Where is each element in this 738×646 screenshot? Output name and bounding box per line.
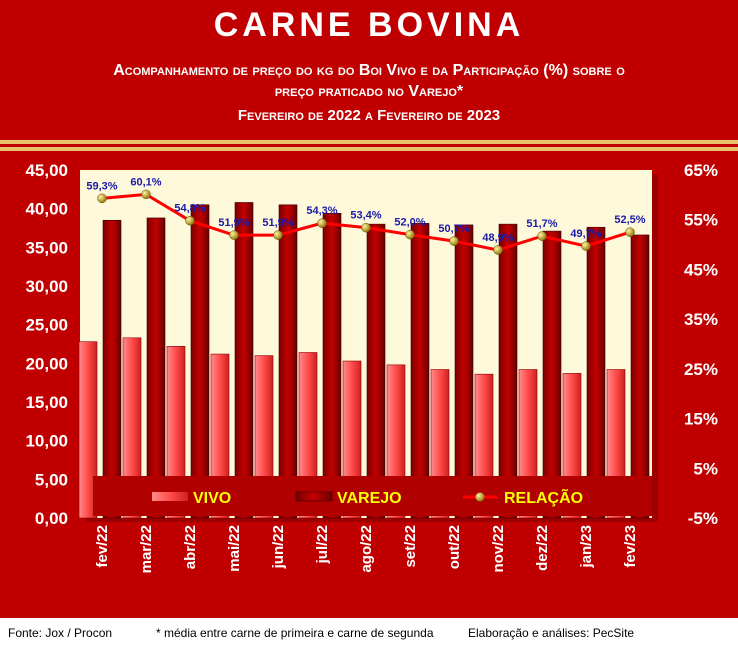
label-relacao-abr/22: 54,8% — [174, 203, 205, 215]
footer-note: * média entre carne de primeira e carne … — [156, 626, 434, 640]
marker-relacao-out/22 — [449, 236, 459, 246]
bar-varejo-mar/22 — [146, 217, 166, 519]
y-left-tick-1: 5,00 — [35, 470, 68, 489]
period-label: Fevereiro de 2022 a Fevereiro de 2023 — [237, 107, 501, 124]
x-tick-set/22: set/22 — [402, 525, 419, 568]
y-left-tick-7: 35,00 — [25, 238, 68, 257]
x-tick-dez/22: dez/22 — [534, 525, 551, 571]
footer-source: Fonte: Jox / Procon — [8, 626, 113, 640]
y-right-tick-7: 65% — [684, 161, 718, 180]
bar-varejo-jun/22 — [278, 204, 298, 519]
y-left-tick-5: 25,00 — [25, 316, 68, 335]
subtitle-line-1: Acompanhamento de preço do kg do Boi Viv… — [113, 62, 625, 79]
legend-label-vivo: VIVO — [193, 490, 231, 507]
y-right-tick-4: 35% — [684, 310, 718, 329]
x-tick-jan/23: jan/23 — [578, 525, 595, 569]
bar-varejo-mai/22 — [234, 202, 254, 519]
legend-label-relação: RELAÇÃO — [504, 487, 583, 507]
y-right-tick-5: 45% — [684, 260, 718, 279]
y-left-tick-9: 45,00 — [25, 161, 68, 180]
label-relacao-out/22: 50,7% — [438, 223, 469, 235]
y-left-tick-0: 0,00 — [35, 509, 68, 528]
label-relacao-dez/22: 51,7% — [526, 218, 557, 230]
x-tick-ago/22: ago/22 — [358, 525, 375, 573]
marker-relacao-abr/22 — [185, 215, 195, 226]
bar-varejo-fev/23 — [630, 234, 650, 519]
marker-relacao-nov/22 — [493, 245, 503, 255]
legend-label-varejo: VAREJO — [337, 490, 402, 507]
x-tick-out/22: out/22 — [446, 525, 463, 569]
y-left-tick-3: 15,00 — [25, 393, 68, 412]
label-relacao-mar/22: 60,1% — [130, 176, 161, 188]
x-tick-jul/22: jul/22 — [314, 525, 331, 564]
divider-band-bottom — [0, 147, 738, 151]
label-relacao-jan/23: 49,7% — [570, 228, 601, 240]
y-right-tick-6: 55% — [684, 211, 718, 230]
label-relacao-mai/22: 51,9% — [218, 217, 249, 229]
marker-relacao-fev/23 — [625, 227, 635, 237]
bar-varejo-jul/22 — [322, 213, 342, 519]
marker-relacao-mai/22 — [229, 230, 239, 240]
legend-swatch-varejo — [295, 491, 333, 502]
footer-credit: Elaboração e análises: PecSite — [468, 626, 635, 640]
marker-relacao-jul/22 — [317, 218, 327, 228]
x-tick-nov/22: nov/22 — [490, 525, 507, 573]
x-tick-mar/22: mar/22 — [138, 525, 155, 573]
page-subtitle: Acompanhamento de preço do kg do Boi Viv… — [20, 60, 718, 102]
footer: Fonte: Jox / Procon * média entre carne … — [0, 618, 738, 646]
label-relacao-nov/22: 48,9% — [482, 232, 513, 244]
label-relacao-fev/23: 52,5% — [614, 214, 645, 226]
marker-relacao-jan/23 — [581, 241, 591, 251]
bar-varejo-jan/23 — [586, 226, 606, 519]
x-tick-fev/23: fev/23 — [622, 525, 639, 568]
label-relacao-fev/22: 59,3% — [86, 180, 117, 192]
chart-area: 59,3% 60,1% 54,8% 51,9% 51,9% 54,3% 53,4% 52,0%… — [25, 161, 718, 573]
label-relacao-jul/22: 54,3% — [306, 205, 337, 217]
bar-varejo-abr/22 — [190, 204, 210, 519]
x-tick-fev/22: fev/22 — [94, 525, 111, 568]
bar-vivo-fev/22 — [78, 341, 98, 519]
x-tick-abr/22: abr/22 — [182, 525, 199, 569]
y-left-tick-8: 40,00 — [25, 200, 68, 219]
bar-varejo-ago/22 — [366, 223, 386, 519]
label-relacao-set/22: 52,0% — [394, 217, 425, 229]
marker-relacao-dez/22 — [537, 231, 547, 241]
bar-varejo-dez/22 — [542, 230, 562, 519]
x-tick-jun/22: jun/22 — [270, 525, 287, 569]
bar-varejo-set/22 — [410, 223, 430, 519]
bar-varejo-fev/22 — [102, 219, 122, 519]
legend-swatch-relacao-marker — [475, 492, 485, 502]
page-title: CARNE BOVINA — [213, 6, 525, 44]
marker-relacao-ago/22 — [361, 222, 371, 233]
label-relacao-ago/22: 53,4% — [350, 210, 381, 222]
x-tick-mai/22: mai/22 — [226, 525, 243, 572]
y-left-tick-6: 30,00 — [25, 277, 68, 296]
marker-relacao-jun/22 — [273, 230, 283, 240]
bar-vivo-mar/22 — [122, 337, 142, 519]
y-right-tick-0: -5% — [688, 509, 718, 528]
bar-varejo-nov/22 — [498, 223, 518, 519]
divider-band-top — [0, 140, 738, 144]
marker-relacao-set/22 — [405, 229, 415, 240]
marker-relacao-mar/22 — [141, 189, 151, 200]
y-right-tick-1: 5% — [693, 459, 718, 478]
label-relacao-jun/22: 51,9% — [262, 217, 293, 229]
marker-relacao-fev/22 — [97, 193, 107, 204]
bar-vivo-abr/22 — [166, 346, 186, 519]
y-left-tick-4: 20,00 — [25, 354, 68, 373]
subtitle-line-2: preço praticado no Varejo* — [274, 83, 464, 100]
legend-swatch-vivo — [152, 492, 188, 501]
bar-varejo-out/22 — [454, 224, 474, 519]
y-left-tick-2: 10,00 — [25, 432, 68, 451]
y-right-tick-3: 25% — [684, 360, 718, 379]
y-right-tick-2: 15% — [684, 410, 718, 429]
